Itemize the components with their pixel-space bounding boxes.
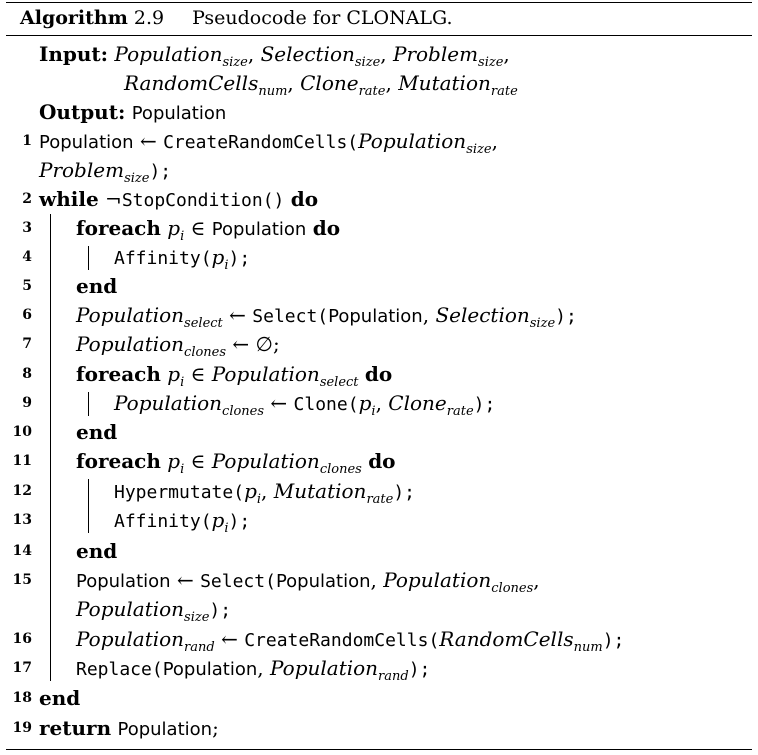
bottom-rule <box>6 749 752 750</box>
caption-number: 2.9 <box>133 7 165 29</box>
foreach-indent-bar-2 <box>88 392 89 416</box>
mid-rule <box>6 35 752 36</box>
caption-label: Algorithm <box>20 7 128 29</box>
foreach-indent-bar-1 <box>88 246 89 270</box>
var: Populationsize <box>114 42 248 70</box>
algorithm-caption: Algorithm 2.9 Pseudocode for CLONALG. <box>20 7 453 29</box>
top-rule <box>6 2 752 3</box>
foreach-indent-bar-3 <box>88 479 89 533</box>
while-indent-bar <box>50 214 51 681</box>
caption-title: Pseudocode for CLONALG. <box>192 7 453 29</box>
